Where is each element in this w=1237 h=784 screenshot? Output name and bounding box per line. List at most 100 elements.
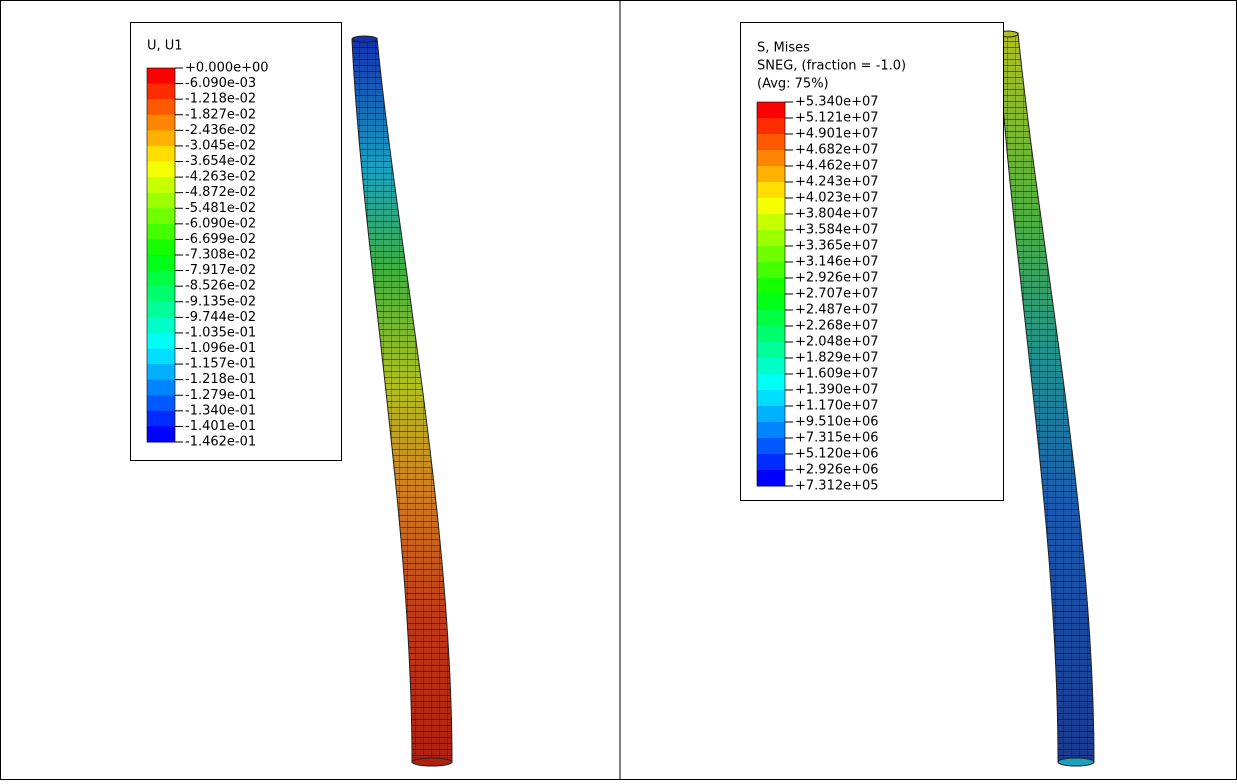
legend: S, Mises SNEG, (fraction = -1.0) (Avg: 75%… [741,23,1004,501]
color-swatch [757,294,785,311]
color-swatch [147,224,175,240]
color-swatch [757,278,785,295]
color-swatch [147,317,175,333]
legend-label: -9.744e-02 [185,310,256,325]
legend-title: U, U1 [147,39,183,54]
legend-label: -1.462e-01 [185,435,256,450]
color-swatch [147,349,175,365]
legend-label: -8.526e-02 [185,279,256,294]
color-swatch [147,115,175,131]
legend: U, U1+0.000e+00-6.090e-03-1.218e-02-1.82… [131,23,342,461]
beam-left [352,36,452,766]
color-swatch [147,255,175,271]
color-swatch [147,426,175,442]
color-swatch [757,310,785,327]
color-swatch [757,390,785,407]
color-swatch [757,422,785,439]
legend-label: +3.146e+07 [795,255,879,270]
legend-label: +4.682e+07 [795,143,879,158]
color-swatch [757,214,785,231]
legend-label: +1.609e+07 [795,367,879,382]
color-swatch [147,380,175,396]
legend-title: SNEG, (fraction = -1.0) [757,59,906,74]
legend-label: +2.926e+06 [795,463,879,478]
legend-label: +3.584e+07 [795,223,879,238]
legend-label: +1.170e+07 [795,399,879,414]
color-swatch [757,470,785,487]
legend-label: +4.023e+07 [795,191,879,206]
color-swatch [147,395,175,411]
legend-label: -4.872e-02 [185,185,256,200]
screenshot: U, U1+0.000e+00-6.090e-03-1.218e-02-1.82… [0,0,1237,780]
color-swatch [757,102,785,119]
legend-label: +2.048e+07 [795,335,879,350]
color-swatch [757,438,785,455]
color-swatch [757,246,785,263]
legend-label: -1.340e-01 [185,403,256,418]
color-swatch [757,182,785,199]
color-swatch [757,358,785,375]
color-swatch [147,68,175,84]
color-swatch [147,302,175,318]
legend-title: S, Mises [757,41,810,56]
color-swatch [147,84,175,100]
legend-label: -7.917e-02 [185,263,256,278]
color-swatch [147,99,175,115]
color-swatch [147,364,175,380]
color-swatch [147,193,175,209]
color-swatch [757,326,785,343]
legend-label: +4.901e+07 [795,127,879,142]
legend-label: -1.035e-01 [185,325,256,340]
legend-label: +2.268e+07 [795,319,879,334]
legend-label: -1.096e-01 [185,341,256,356]
legend-label: +5.340e+07 [795,95,879,110]
legend-label: +0.000e+00 [185,61,269,76]
color-swatch [147,146,175,162]
color-swatch [147,162,175,178]
legend-label: +2.707e+07 [795,287,879,302]
color-swatch [147,333,175,349]
legend-label: +3.804e+07 [795,207,879,222]
color-swatch [757,118,785,135]
legend-label: -1.401e-01 [185,419,256,434]
legend-label: -6.090e-02 [185,216,256,231]
legend-label: -1.218e-01 [185,372,256,387]
color-swatch [757,342,785,359]
color-swatch [147,286,175,302]
color-swatch [757,166,785,183]
color-swatch [757,150,785,167]
color-swatch [147,208,175,224]
legend-label: -1.157e-01 [185,357,256,372]
legend-label: +7.315e+06 [795,431,879,446]
legend-label: +3.365e+07 [795,239,879,254]
legend-label: -7.308e-02 [185,248,256,263]
legend-label: +7.312e+05 [795,479,879,494]
legend-title: (Avg: 75%) [757,77,829,92]
legend-label: +9.510e+06 [795,415,879,430]
legend-label: -1.827e-02 [185,107,256,122]
color-swatch [757,230,785,247]
legend-label: +5.121e+07 [795,111,879,126]
legend-label: +2.926e+07 [795,271,879,286]
color-swatch [757,374,785,391]
color-swatch [147,239,175,255]
legend-label: +4.462e+07 [795,159,879,174]
legend-label: -6.090e-03 [185,76,256,91]
legend-label: -1.218e-02 [185,92,256,107]
legend-label: +1.829e+07 [795,351,879,366]
color-swatch [757,454,785,471]
color-swatch [147,411,175,427]
legend-label: -6.699e-02 [185,232,256,247]
color-swatch [757,406,785,423]
legend-label: -3.045e-02 [185,138,256,153]
color-swatch [147,177,175,193]
legend-label: +4.243e+07 [795,175,879,190]
legend-label: +1.390e+07 [795,383,879,398]
beam-right [998,31,1094,766]
legend-label: +2.487e+07 [795,303,879,318]
color-swatch [147,271,175,287]
legend-label: -5.481e-02 [185,201,256,216]
legend-label: -2.436e-02 [185,123,256,138]
color-swatch [757,134,785,151]
legend-label: -4.263e-02 [185,170,256,185]
